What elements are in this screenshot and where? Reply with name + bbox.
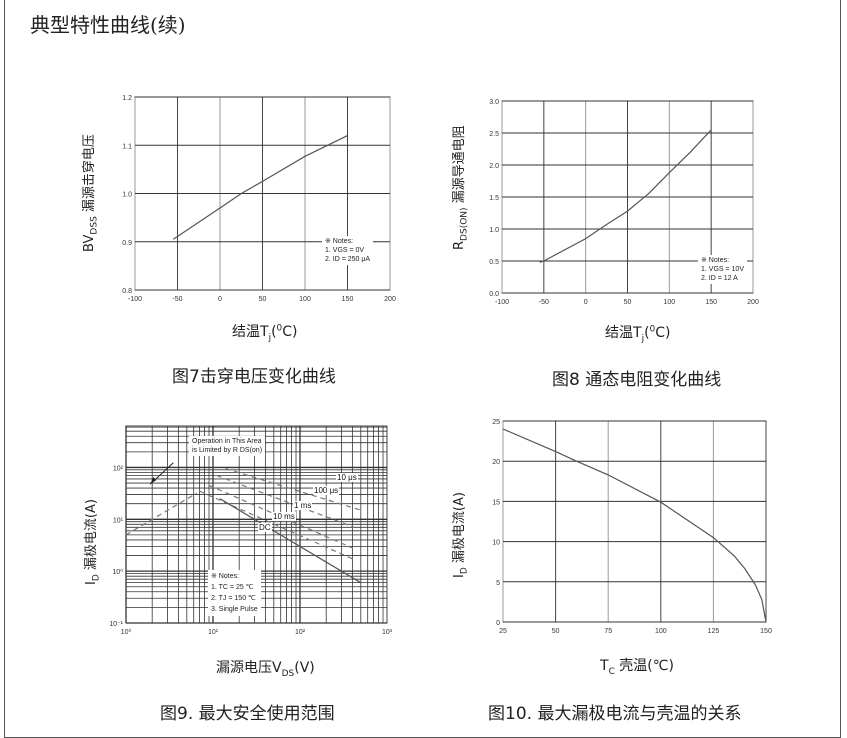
series-line — [502, 428, 767, 623]
x-tick-label: 25 — [499, 628, 507, 635]
chart8-notes: ※ Notes: 1. VGS = 10V 2. ID = 12 A — [698, 255, 747, 284]
y-tick-label: 2.5 — [489, 131, 499, 138]
y-tick-label: 1.0 — [489, 227, 499, 234]
chart-drain-current-vs-case-temp: 25 50 75 100 125 150 0 5 10 15 20 25 — [492, 419, 772, 635]
x-tick-label: -50 — [172, 296, 182, 303]
x-tick-label: 10² — [295, 629, 306, 636]
x-tick-label: 100 — [655, 628, 667, 635]
x-tick-label: 150 — [342, 296, 354, 303]
y-tick-label: 1.1 — [122, 143, 132, 150]
y-tick-label: 1.0 — [122, 192, 132, 199]
x-tick-label: 200 — [384, 296, 396, 303]
series-line — [225, 468, 361, 511]
y-tick-label: 10 — [492, 540, 500, 547]
y-tick-label: 0.9 — [122, 240, 132, 247]
x-tick-label: 10³ — [382, 629, 393, 636]
page-title: 典型特性曲线(续) — [30, 13, 186, 37]
x-tick-label: -50 — [539, 299, 549, 306]
chart9-notes: ※ Notes: 1. TC = 25 ℃ 2. TJ = 150 ℃ 3. Sing… — [208, 570, 261, 616]
x-tick-label: 0 — [218, 296, 222, 303]
y-tick-label: 10² — [113, 465, 124, 472]
plot-area — [502, 420, 767, 623]
x-tick-label: 100 — [299, 296, 311, 303]
series-line — [216, 474, 355, 528]
chart7-notes: ※ Notes: 1. VGS = 0V 2. ID = 250 μA — [322, 236, 374, 265]
y-tick-label: 25 — [492, 419, 500, 426]
x-tick-label: -100 — [495, 299, 509, 306]
y-tick-label: 0 — [496, 620, 500, 627]
x-tick-label: 50 — [552, 628, 560, 635]
series-label-10us: 10 μs — [336, 473, 358, 482]
y-tick-label: 10⁰ — [112, 568, 123, 576]
y-tick-label: 5 — [496, 580, 500, 587]
x-tick-label: 200 — [747, 299, 759, 306]
x-tick-label: 100 — [663, 299, 675, 306]
chart9-xlabel: 漏源电压VDS(V) — [216, 660, 315, 679]
y-tick-label: 2.0 — [489, 163, 499, 170]
chart7-ylabel: BVDSS 漏源击穿电压 — [82, 134, 100, 252]
y-tick-label: 1.5 — [489, 195, 499, 202]
y-tick-label: 10⁻¹ — [109, 621, 123, 628]
chart9-caption: 图9. 最大安全使用范围 — [160, 704, 335, 724]
series-label-100us: 100 μs — [313, 486, 340, 495]
x-tick-label: 10⁰ — [121, 628, 132, 636]
x-tick-label: 150 — [705, 299, 717, 306]
y-tick-label: 1.2 — [122, 95, 132, 102]
y-tick-label: 0.8 — [122, 288, 132, 295]
chart-breakdown-voltage: -100 -50 0 50 100 150 200 0.8 0.9 1.0 1.1 1.2 — [122, 95, 396, 303]
chart8-caption: 图8 通态电阻变化曲线 — [552, 370, 722, 390]
series-line — [208, 484, 353, 549]
chart10-ylabel: ID 漏极电流(A) — [452, 492, 470, 578]
chart7-caption: 图7击穿电压变化曲线 — [172, 367, 336, 387]
x-tick-label: -100 — [128, 296, 142, 303]
x-tick-label: 125 — [708, 628, 720, 635]
chart10-xlabel: TC 壳温(℃) — [600, 658, 674, 677]
series-line — [539, 129, 712, 263]
series-line — [219, 498, 362, 584]
x-tick-label: 150 — [760, 628, 772, 635]
y-tick-label: 0.5 — [489, 259, 499, 266]
series-label-dc: DC — [258, 523, 272, 532]
x-tick-label: 50 — [259, 296, 267, 303]
x-tick-label: 50 — [624, 299, 632, 306]
arrow-head-icon — [150, 477, 157, 485]
series-label-1ms: 1 ms — [293, 501, 313, 510]
y-tick-label: 0.0 — [489, 291, 499, 298]
y-tick-label: 3.0 — [489, 99, 499, 106]
chart7-xlabel: 结温Tj(0C) — [232, 323, 298, 343]
chart10-caption: 图10. 最大漏极电流与壳温的关系 — [488, 704, 742, 724]
y-tick-label: 10¹ — [113, 517, 124, 524]
y-tick-label: 20 — [492, 459, 500, 466]
x-tick-label: 75 — [604, 628, 612, 635]
y-tick-label: 15 — [492, 499, 500, 506]
series-line — [125, 492, 198, 536]
series-label-10ms: 10 ms — [272, 512, 296, 521]
x-tick-label: 10¹ — [208, 629, 219, 636]
chart8-ylabel: RDS(ON) 漏源导通电阻 — [452, 125, 470, 250]
chart8-xlabel: 结温Tj(0C) — [605, 324, 671, 344]
series-line — [172, 135, 348, 240]
chart9-ylabel: ID 漏极电流(A) — [84, 499, 102, 585]
chart9-annotation: Operation in This Area is Limited by R DS… — [189, 436, 266, 456]
x-tick-label: 0 — [584, 299, 588, 306]
